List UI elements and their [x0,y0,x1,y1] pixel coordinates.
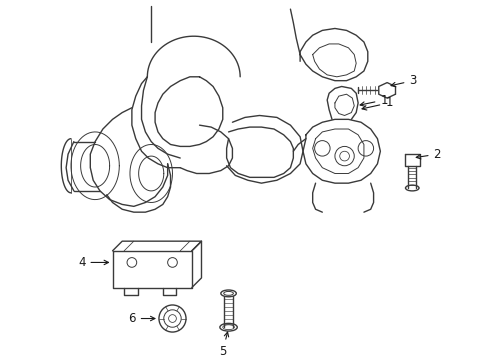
Text: 1: 1 [360,94,388,107]
Text: 2: 2 [416,148,441,161]
Text: 6: 6 [128,312,155,325]
Text: 5: 5 [219,332,229,357]
Text: 4: 4 [78,256,108,269]
Text: 3: 3 [391,74,416,87]
Text: 1: 1 [362,96,392,110]
